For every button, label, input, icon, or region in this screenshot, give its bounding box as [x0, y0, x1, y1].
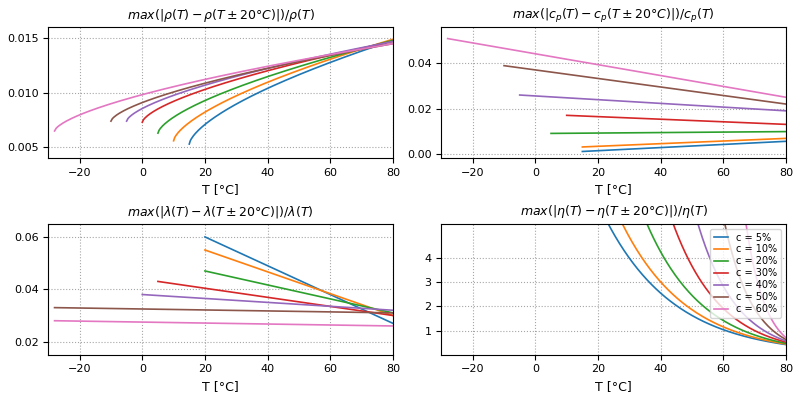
c = 10% — [643, 264, 653, 269]
Line: c = 60%: c = 60% — [448, 0, 786, 338]
Title: $\it{max(|c_p(T) - c_p(T \pm 20°C)|)/c_p(T)}$: $\it{max(|c_p(T) - c_p(T \pm 20°C)|)/c_p… — [512, 7, 715, 25]
Title: $\it{max(|\eta(T) - \eta(T \pm 20°C)|)/\eta(T)}$: $\it{max(|\eta(T) - \eta(T \pm 20°C)|)/\… — [520, 204, 708, 220]
c = 20% — [643, 224, 653, 228]
X-axis label: T [°C]: T [°C] — [595, 380, 632, 393]
Line: c = 5%: c = 5% — [448, 0, 786, 344]
Legend: c = 5%, c = 10%, c = 20%, c = 30%, c = 40%, c = 50%, c = 60%: c = 5%, c = 10%, c = 20%, c = 30%, c = 4… — [710, 229, 781, 318]
Line: c = 50%: c = 50% — [448, 0, 786, 340]
c = 5% — [644, 280, 654, 284]
c = 30% — [650, 160, 659, 165]
c = 20% — [750, 332, 759, 337]
c = 20% — [650, 238, 659, 243]
c = 50% — [781, 337, 790, 342]
c = 5% — [781, 342, 790, 347]
c = 10% — [728, 328, 738, 333]
Line: c = 20%: c = 20% — [448, 0, 786, 343]
c = 10% — [781, 342, 790, 346]
Line: c = 10%: c = 10% — [448, 0, 786, 344]
c = 5% — [750, 336, 759, 341]
c = 50% — [728, 254, 738, 258]
Title: $\it{max(|\lambda(T) - \lambda(T \pm 20°C)|)/\lambda(T)}$: $\it{max(|\lambda(T) - \lambda(T \pm 20°… — [127, 204, 314, 220]
X-axis label: T [°C]: T [°C] — [202, 380, 239, 393]
c = 40% — [750, 321, 759, 326]
c = 5% — [650, 285, 659, 290]
c = 40% — [781, 338, 790, 343]
c = 20% — [781, 341, 790, 346]
c = 20% — [728, 323, 738, 328]
c = 50% — [750, 306, 759, 311]
c = 30% — [643, 131, 653, 136]
c = 60% — [781, 335, 790, 340]
Line: c = 40%: c = 40% — [448, 0, 786, 341]
c = 40% — [728, 299, 738, 304]
c = 30% — [728, 314, 738, 319]
c = 30% — [750, 328, 759, 333]
c = 60% — [750, 267, 759, 272]
X-axis label: T [°C]: T [°C] — [595, 184, 632, 196]
c = 10% — [644, 266, 654, 270]
Title: $\it{max(|\rho(T) - \rho(T \pm 20°C)|)/\rho(T)}$: $\it{max(|\rho(T) - \rho(T \pm 20°C)|)/\… — [126, 7, 314, 24]
c = 60% — [728, 96, 738, 100]
c = 30% — [781, 340, 790, 344]
c = 20% — [644, 226, 654, 231]
c = 10% — [750, 335, 759, 340]
c = 30% — [644, 136, 654, 141]
c = 10% — [650, 273, 659, 278]
c = 5% — [643, 278, 653, 283]
c = 5% — [728, 330, 738, 335]
X-axis label: T [°C]: T [°C] — [202, 184, 239, 196]
Line: c = 30%: c = 30% — [448, 0, 786, 342]
